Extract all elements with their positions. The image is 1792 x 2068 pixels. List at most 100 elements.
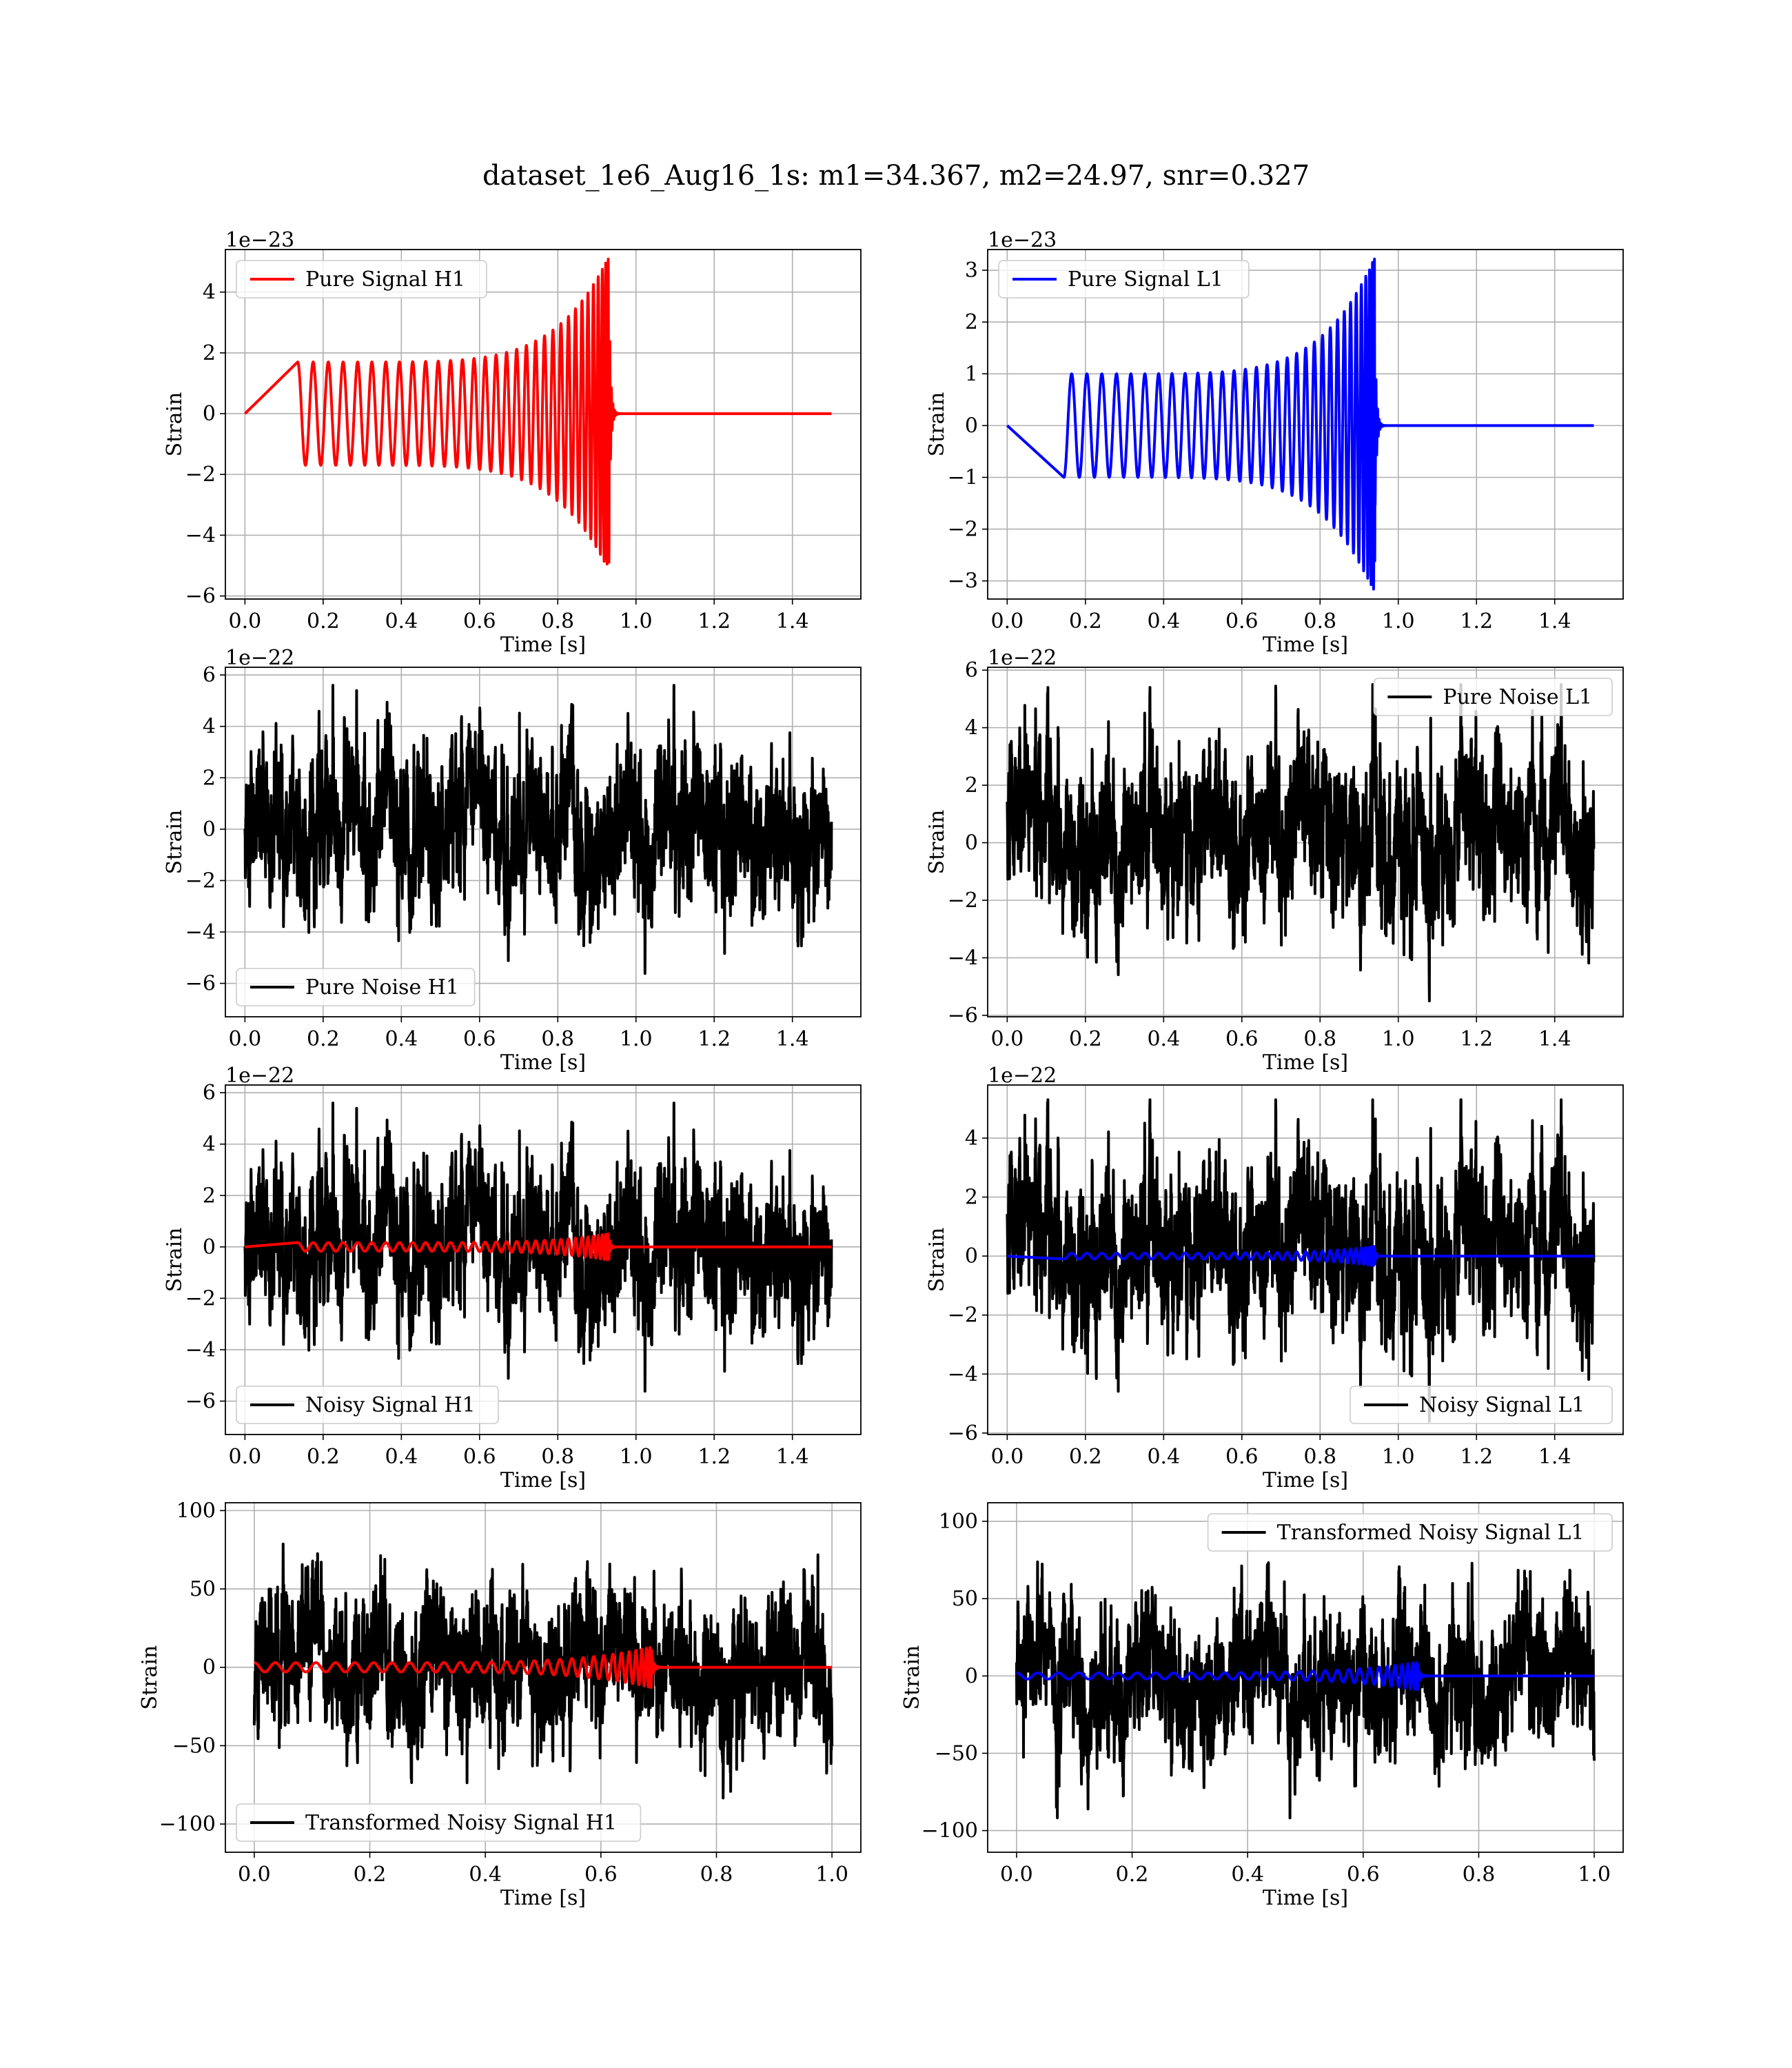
legend-box: [1350, 1386, 1613, 1424]
axis-offset-text: 1e−22: [988, 1064, 1057, 1088]
y-tick-label: 6: [203, 663, 216, 687]
y-tick-label: −100: [159, 1812, 216, 1836]
y-tick-label: 6: [965, 658, 978, 682]
legend-label: Pure Noise L1: [1443, 685, 1592, 709]
x-tick-label: 1.0: [815, 1863, 848, 1887]
y-tick-label: 0: [203, 1235, 216, 1259]
y-tick-label: 6: [203, 1081, 216, 1105]
legend-box: [236, 1803, 642, 1842]
x-tick-label: 0.8: [541, 609, 574, 633]
axes-frame: [987, 1502, 1624, 1853]
x-tick-label: 1.0: [1382, 1027, 1415, 1051]
x-axis-label: Time [s]: [500, 1051, 586, 1075]
axis-offset-text: 1e−22: [988, 646, 1057, 670]
legend-box: [1373, 678, 1613, 716]
subplot-pure-signal-l1: 0.0 0.2 0.4 0.6 0.8 1.0 1.2 1.4 −3 −2 −1 0 1 2 3 Time […: [925, 228, 1624, 657]
y-tick-label: 4: [203, 1133, 216, 1157]
legend-box: [236, 968, 476, 1006]
axes-frame: [987, 249, 1624, 600]
legend-box: [1207, 1513, 1613, 1552]
x-tick-label: 1.4: [1538, 609, 1571, 633]
y-tick-label: 2: [203, 341, 216, 365]
x-tick-label: 1.2: [698, 1445, 731, 1469]
x-tick-label: 0.6: [1225, 1027, 1259, 1051]
y-tick-label: 0: [203, 818, 216, 842]
series-line-pure-noise-h1: [243, 684, 833, 975]
x-tick-label: 0.0: [991, 1445, 1024, 1469]
series-line-pure-noise-l1: [1006, 683, 1596, 1002]
legend: Noisy Signal H1: [236, 1386, 499, 1424]
y-tick-label: 2: [203, 1184, 216, 1208]
x-tick-label: 1.4: [776, 1027, 809, 1051]
legend: Pure Signal H1: [236, 260, 487, 298]
y-tick-label: −50: [172, 1734, 216, 1758]
y-axis-label: Strain: [138, 1645, 162, 1710]
legend-box: [236, 1386, 499, 1424]
y-tick-label: 2: [965, 1186, 978, 1210]
y-axis-label: Strain: [925, 1228, 949, 1292]
y-tick-label: 50: [190, 1577, 216, 1601]
x-tick-label: 0.6: [1225, 1445, 1259, 1469]
x-tick-label: 0.6: [463, 1445, 496, 1469]
x-tick-label: 0.2: [1069, 609, 1102, 633]
legend-label: Noisy Signal H1: [305, 1393, 476, 1417]
x-tick-label: 0.0: [991, 609, 1024, 633]
legend-label: Transformed Noisy Signal L1: [1277, 1521, 1585, 1545]
y-tick-label: −2: [185, 1286, 216, 1310]
y-axis-label: Strain: [925, 810, 949, 875]
y-tick-label: −6: [948, 1421, 978, 1446]
legend: Pure Signal L1: [998, 260, 1250, 298]
y-tick-label: 2: [965, 310, 978, 334]
x-tick-label: 1.4: [1538, 1445, 1571, 1469]
x-tick-label: 0.4: [385, 1027, 418, 1051]
x-tick-label: 1.2: [1460, 1027, 1493, 1051]
legend: Pure Noise H1: [236, 968, 476, 1006]
series-line-pure-signal-l1: [1006, 257, 1596, 591]
x-tick-label: 0.2: [307, 1445, 340, 1469]
axis-offset-text: 1e−22: [225, 646, 294, 670]
x-tick-label: 0.6: [1347, 1863, 1380, 1887]
x-tick-label: 0.6: [1225, 609, 1259, 633]
x-axis-label: Time [s]: [500, 1468, 586, 1492]
x-tick-label: 0.2: [1069, 1445, 1102, 1469]
x-tick-label: 0.0: [229, 1027, 262, 1051]
y-tick-label: −2: [185, 869, 216, 893]
series-line-pure-signal-h1: [244, 257, 833, 566]
x-tick-label: 1.2: [698, 609, 731, 633]
y-tick-label: 100: [176, 1499, 216, 1523]
y-axis-label: Strain: [925, 392, 949, 457]
y-tick-label: 0: [965, 831, 978, 855]
axes-frame: [225, 249, 862, 600]
axis-offset-text: 1e−22: [225, 1064, 294, 1088]
x-tick-label: 0.0: [1000, 1863, 1033, 1887]
axes-frame: [225, 667, 862, 1017]
x-tick-label: 1.0: [620, 1445, 653, 1469]
subplot-pure-signal-h1: 0.0 0.2 0.4 0.6 0.8 1.0 1.2 1.4 −6 −4 −2 0 2 4 Time [s…: [163, 228, 862, 657]
x-tick-label: 0.0: [238, 1863, 271, 1887]
subplot-transformed-noisy-signal-l1: 0.0 0.2 0.4 0.6 0.8 1.0 −100 −50 0 50 100 Time [s] S…: [900, 1502, 1624, 1910]
x-tick-label: 1.4: [776, 1445, 809, 1469]
y-axis-label: Strain: [900, 1645, 924, 1710]
y-tick-label: −1: [948, 465, 978, 489]
x-tick-label: 1.2: [1460, 609, 1493, 633]
x-tick-label: 1.2: [698, 1027, 731, 1051]
y-tick-label: 4: [203, 281, 216, 305]
subplot-noisy-signal-l1: 0.0 0.2 0.4 0.6 0.8 1.0 1.2 1.4 −6 −4 −2 0 2 4 Time [s…: [925, 1064, 1624, 1492]
x-tick-label: 0.2: [354, 1863, 387, 1887]
series-line-overlay: [1007, 1245, 1596, 1267]
y-tick-label: −3: [948, 569, 978, 594]
y-tick-label: −4: [185, 920, 216, 944]
y-tick-label: 4: [965, 716, 978, 740]
y-tick-label: −4: [948, 946, 978, 970]
y-tick-label: −2: [948, 1304, 978, 1328]
series-line-noisy-signal-l1: [1006, 1098, 1596, 1423]
x-axis-label: Time [s]: [1263, 1051, 1348, 1075]
x-tick-label: 0.0: [229, 609, 262, 633]
y-tick-label: −6: [185, 1390, 216, 1414]
x-tick-label: 0.4: [385, 609, 418, 633]
y-axis-label: Strain: [163, 1228, 187, 1292]
subplot-transformed-noisy-signal-h1: 0.0 0.2 0.4 0.6 0.8 1.0 −100 −50 0 50 100 Time [s] S…: [138, 1499, 862, 1910]
y-tick-label: −4: [185, 523, 216, 547]
x-tick-label: 0.8: [1303, 609, 1336, 633]
